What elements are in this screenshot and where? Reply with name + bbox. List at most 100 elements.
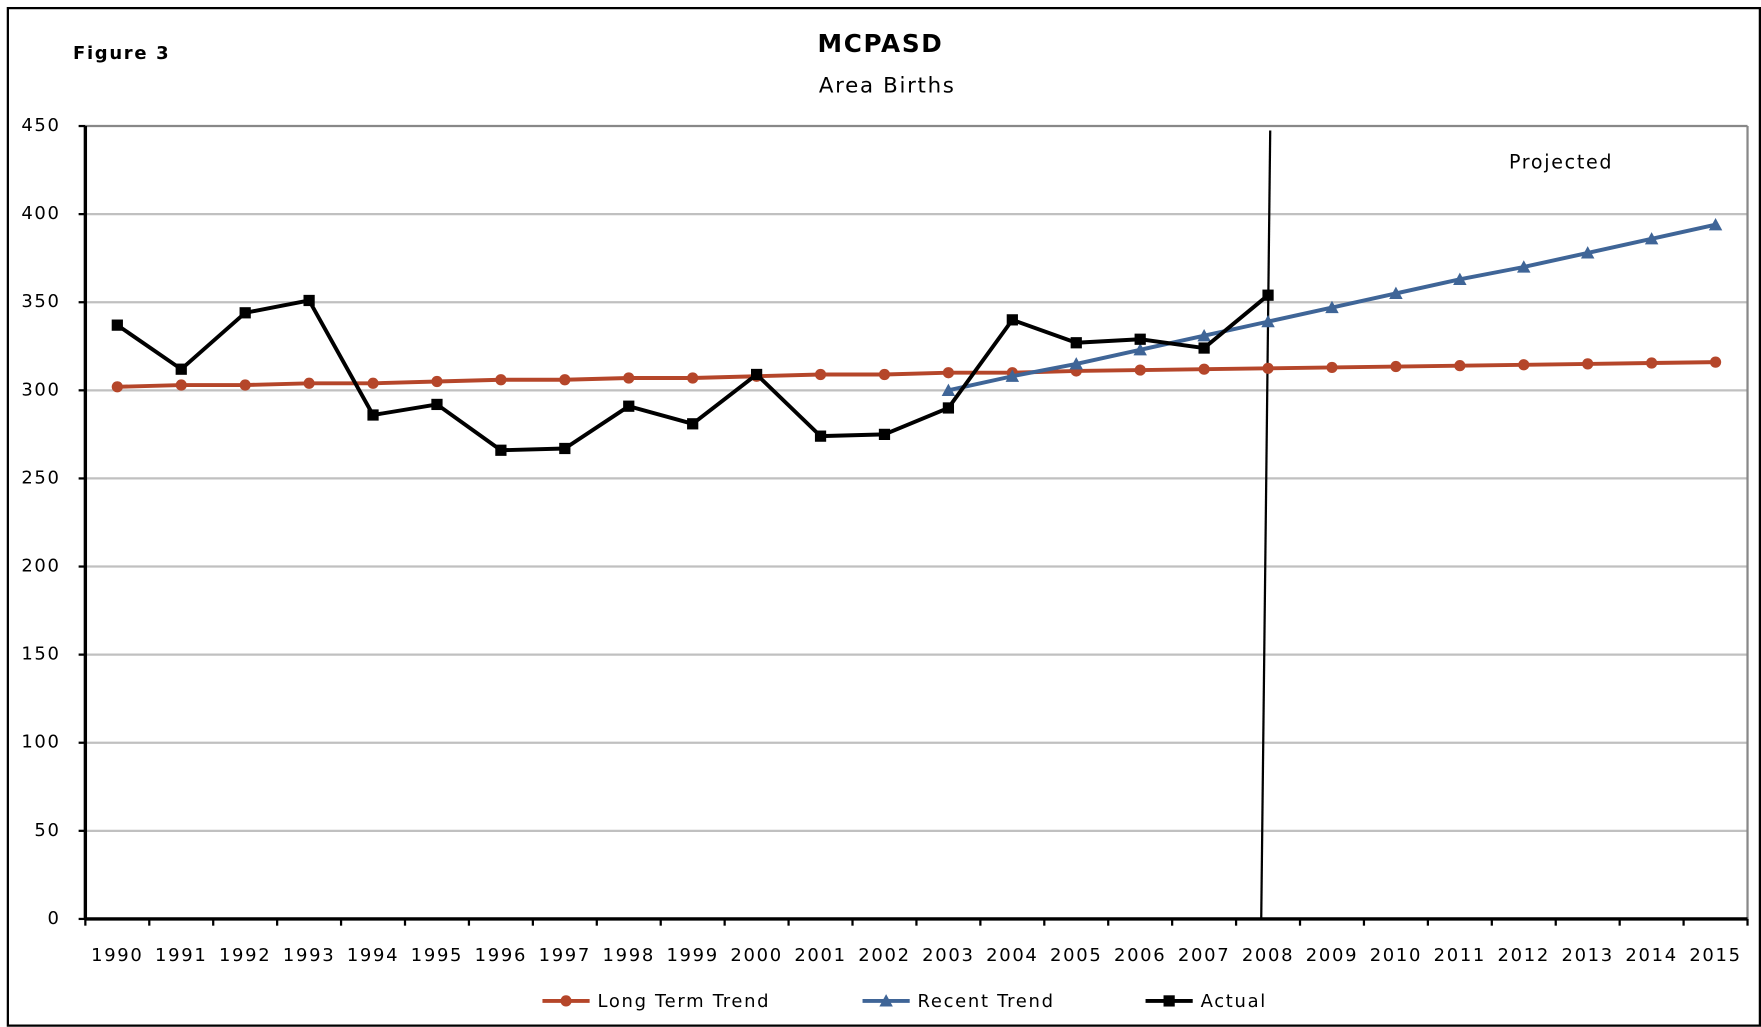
y-tick-label: 300 <box>21 379 60 400</box>
data-point <box>239 379 251 391</box>
data-point <box>1580 246 1595 259</box>
figure-label: Figure 3 <box>73 43 170 64</box>
data-point <box>239 307 251 319</box>
x-tick-label: 2012 <box>1498 945 1550 966</box>
y-tick-label: 350 <box>21 291 60 312</box>
data-point <box>303 294 315 307</box>
data-point <box>1517 260 1531 273</box>
y-tick-label: 450 <box>21 115 60 136</box>
data-point <box>111 381 123 393</box>
legend-marker <box>879 994 893 1007</box>
data-point <box>303 377 315 389</box>
data-point <box>1389 286 1403 300</box>
legend-label: Long Term Trend <box>597 991 770 1012</box>
data-point <box>367 409 379 421</box>
x-tick-label: 2000 <box>730 945 782 966</box>
data-point <box>1262 289 1274 301</box>
x-tick-label: 2011 <box>1434 945 1486 966</box>
y-tick-label: 250 <box>21 467 60 488</box>
x-tick-label: 2010 <box>1370 945 1422 966</box>
data-point <box>1134 364 1146 376</box>
x-tick-label: 2004 <box>986 945 1038 966</box>
data-point <box>1582 358 1594 370</box>
data-point <box>1197 328 1211 342</box>
data-point <box>1070 337 1082 349</box>
data-point <box>431 375 443 388</box>
data-point <box>1198 342 1210 354</box>
data-point <box>1134 333 1146 345</box>
data-point <box>942 367 955 379</box>
x-tick-label: 1998 <box>603 945 655 966</box>
annotation: Projected <box>1509 151 1613 174</box>
x-tick-label: 1993 <box>283 945 335 966</box>
chart-subtitle: Area Births <box>819 74 956 99</box>
data-point <box>1518 359 1530 371</box>
x-tick-label: 2015 <box>1689 945 1741 966</box>
x-tick-label: 2001 <box>794 945 846 966</box>
data-point <box>111 319 123 331</box>
y-tick-label: 100 <box>21 732 60 753</box>
data-point <box>623 400 635 412</box>
y-tick-label: 50 <box>34 820 60 841</box>
data-point <box>750 368 763 381</box>
data-point <box>878 428 891 441</box>
y-tick-label: 200 <box>21 556 60 577</box>
data-point <box>1708 217 1723 231</box>
x-tick-label: 2003 <box>922 945 974 966</box>
chart-title: MCPASD <box>817 29 943 58</box>
chart-frame <box>6 6 1761 1027</box>
series-line <box>117 360 1716 389</box>
x-tick-label: 2006 <box>1114 945 1166 966</box>
data-point <box>814 430 827 442</box>
x-tick-label: 2009 <box>1306 945 1358 966</box>
x-tick-label: 2014 <box>1625 945 1677 966</box>
data-point <box>1390 360 1402 373</box>
data-point <box>878 368 891 381</box>
x-tick-label: 1992 <box>219 945 271 966</box>
data-point <box>1005 369 1020 382</box>
x-tick-label: 1991 <box>155 945 207 966</box>
x-tick-label: 1994 <box>347 945 399 966</box>
data-point <box>1453 272 1467 285</box>
data-point <box>1325 300 1339 314</box>
x-tick-label: 1999 <box>666 945 718 966</box>
x-tick-label: 2002 <box>858 945 910 966</box>
data-point <box>1644 232 1659 245</box>
data-point <box>1326 361 1338 374</box>
x-tick-label: 2005 <box>1050 945 1102 966</box>
data-point <box>431 398 443 411</box>
x-tick-label: 2013 <box>1561 945 1613 966</box>
data-point <box>687 418 699 430</box>
data-point <box>942 402 955 414</box>
legend-marker <box>560 995 572 1007</box>
data-point <box>1262 362 1274 374</box>
legend-label: Actual <box>1201 991 1267 1012</box>
x-tick-label: 1997 <box>539 945 591 966</box>
data-point <box>1454 360 1466 372</box>
y-tick-label: 400 <box>21 203 60 224</box>
data-point <box>941 383 956 396</box>
data-point <box>495 374 507 386</box>
data-point <box>814 368 827 381</box>
data-point <box>175 379 187 391</box>
legend-label: Recent Trend <box>918 991 1055 1012</box>
data-point <box>559 374 571 386</box>
data-point <box>1198 363 1210 375</box>
data-point <box>1069 357 1084 370</box>
data-point <box>1261 314 1275 328</box>
x-tick-label: 1995 <box>411 945 463 966</box>
data-point <box>1006 314 1018 326</box>
x-tick-label: 1990 <box>91 945 143 966</box>
data-point <box>1646 357 1658 369</box>
data-point <box>1133 343 1147 356</box>
x-tick-label: 1996 <box>475 945 527 966</box>
data-point <box>367 377 379 389</box>
data-point <box>175 363 187 375</box>
data-point <box>687 372 699 384</box>
projection-divider <box>1260 130 1272 919</box>
x-tick-label: 2007 <box>1178 945 1230 966</box>
x-tick-label: 2008 <box>1242 945 1294 966</box>
data-point <box>495 444 507 456</box>
data-point <box>1709 356 1722 368</box>
